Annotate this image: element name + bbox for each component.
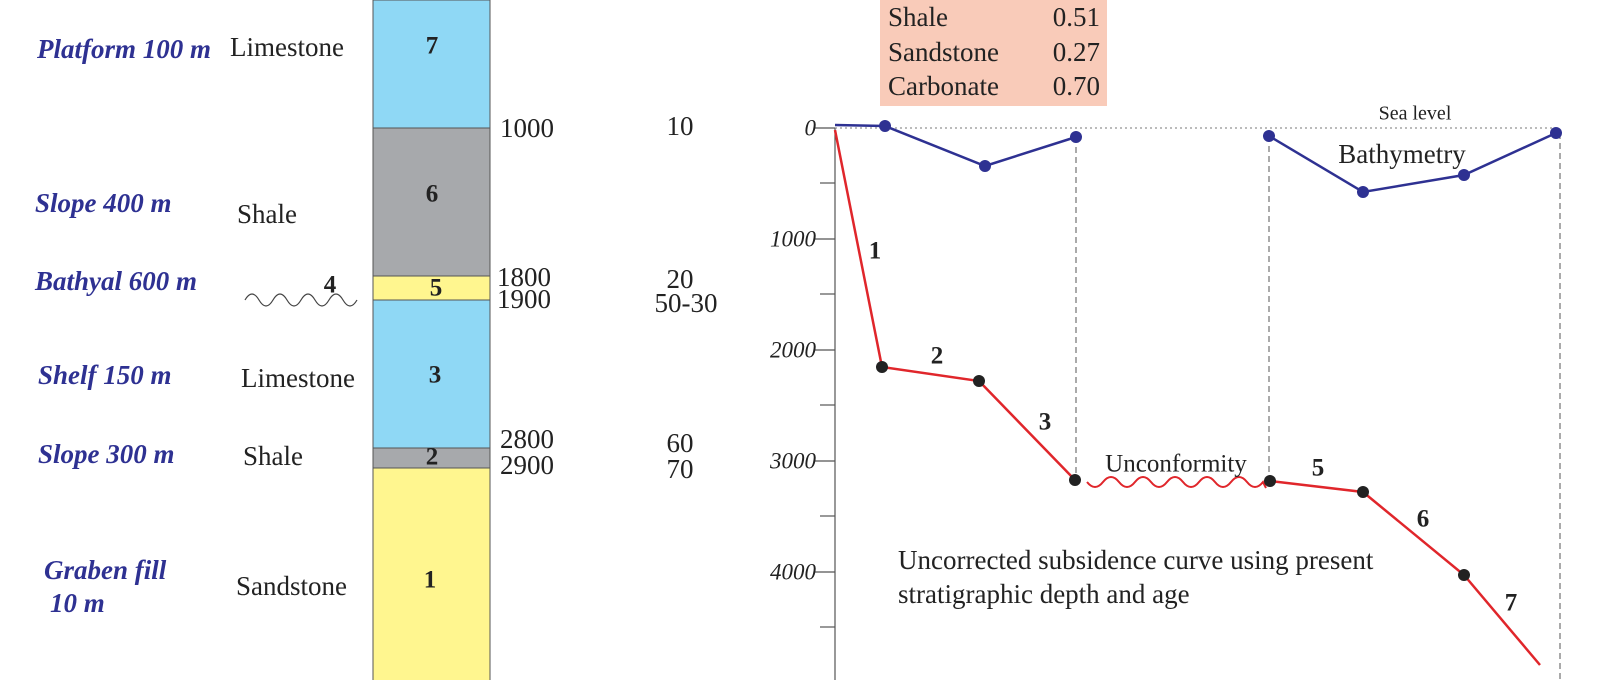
wavy-line <box>244 293 358 307</box>
unconformity-label: Unconformity <box>1105 451 1247 478</box>
layer-3 <box>372 299 491 449</box>
point <box>1458 169 1470 181</box>
environment: Slope 400 m <box>35 188 172 218</box>
point <box>879 120 891 132</box>
bathymetry-points <box>879 120 1562 198</box>
unconformity-line <box>1086 476 1267 489</box>
age: 20 <box>667 264 694 294</box>
layer-number: 1 <box>424 567 437 594</box>
bathymetry-label: Bathymetry <box>1338 139 1466 169</box>
age: 50-30 <box>655 288 718 318</box>
caption: stratigraphic depth and age <box>898 579 1190 609</box>
bathymetry-line <box>1268 131 1557 194</box>
segment-label: 7 <box>1505 590 1518 617</box>
age: 70 <box>667 454 694 484</box>
lithology: Limestone <box>241 363 355 393</box>
environment: Slope 300 m <box>38 439 175 469</box>
layer-1 <box>372 467 491 680</box>
point <box>876 361 888 373</box>
layer-number: 7 <box>426 33 439 60</box>
legend-value: 0.51 <box>1053 2 1100 32</box>
lithology: Shale <box>237 199 297 229</box>
segment-label: 1 <box>869 238 882 265</box>
legend-label: Shale <box>888 2 948 32</box>
layer-6 <box>372 127 491 277</box>
depth: 2900 <box>500 450 554 480</box>
environment: Bathyal 600 m <box>34 266 197 296</box>
point <box>1070 131 1082 143</box>
layer-number: 5 <box>430 275 443 302</box>
subsidence-points <box>876 361 1470 581</box>
environment: Platform 100 m <box>36 34 211 64</box>
lithology: Shale <box>243 441 303 471</box>
depth: 2800 <box>500 424 554 454</box>
layer-number: 2 <box>426 444 439 471</box>
point <box>1458 569 1470 581</box>
segment-label: 6 <box>1417 506 1430 533</box>
point <box>1550 127 1562 139</box>
legend-value: 0.27 <box>1053 37 1100 67</box>
legend-value: 0.70 <box>1053 71 1100 101</box>
tick-label: 3000 <box>769 448 817 473</box>
subsidence-line <box>1269 479 1541 666</box>
subsidence-line <box>833 129 1076 481</box>
tick-label: 1000 <box>770 226 817 251</box>
segment-label: 3 <box>1039 409 1052 436</box>
point <box>973 375 985 387</box>
age: 10 <box>667 111 694 141</box>
sea-level-label: Sea level <box>1379 103 1452 125</box>
point <box>1263 130 1275 142</box>
bathymetry-line <box>834 123 1077 168</box>
guides <box>1075 133 1561 680</box>
environment: Shelf 150 m <box>38 360 172 390</box>
point <box>979 160 991 172</box>
tick-label: 2000 <box>770 337 817 362</box>
depth: 1000 <box>500 113 554 143</box>
segment-label: 2 <box>931 343 944 370</box>
point <box>1069 474 1081 486</box>
tick-label: 4000 <box>770 559 817 584</box>
layer-number: 3 <box>429 362 442 389</box>
age: 60 <box>667 428 694 458</box>
axis-ticks <box>815 127 835 628</box>
caption: Uncorrected subsidence curve using prese… <box>898 545 1374 575</box>
layer-number: 6 <box>426 181 439 208</box>
point <box>1357 486 1369 498</box>
tick-label: 0 <box>805 115 817 140</box>
depth: 1800 <box>497 262 551 292</box>
segment-label: 5 <box>1312 455 1325 482</box>
depth: 1900 <box>497 284 551 314</box>
column <box>372 0 491 680</box>
lithology: Sandstone <box>236 571 347 601</box>
point <box>1264 475 1276 487</box>
legend-box <box>880 0 1107 106</box>
lithology: Limestone <box>230 32 344 62</box>
environment: 10 m <box>50 588 105 618</box>
point <box>1357 186 1369 198</box>
legend-label: Carbonate <box>888 71 999 101</box>
layer-7 <box>372 0 491 129</box>
legend-label: Sandstone <box>888 37 999 67</box>
layer-number: 4 <box>324 272 337 299</box>
environment: Graben fill <box>44 555 167 585</box>
